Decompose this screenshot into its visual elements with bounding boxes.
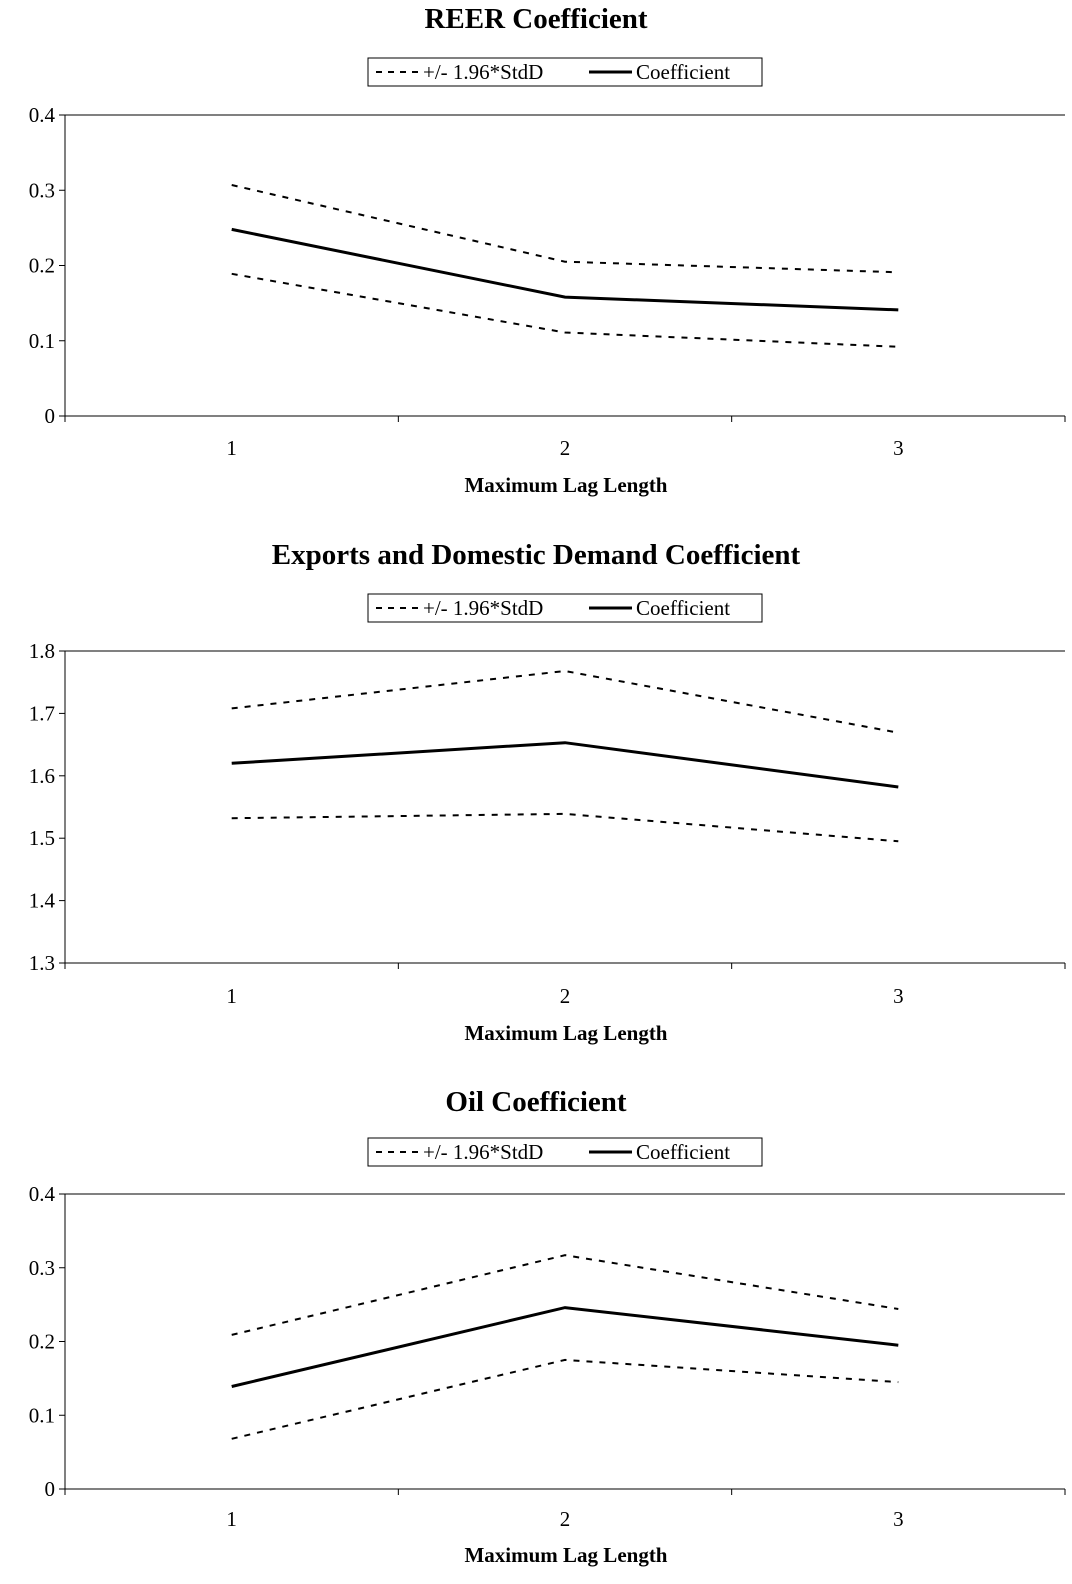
chart-3-y-tick-label: 0.2 — [29, 1330, 55, 1354]
chart-1-x-axis-label: Maximum Lag Length — [464, 473, 667, 497]
chart-3-x-tick-label: 2 — [560, 1507, 571, 1531]
chart-2-upper-band-line — [231, 669, 899, 734]
chart-1-x-tick-label: 2 — [560, 436, 571, 460]
chart-2-title: Exports and Domestic Demand Coefficient — [272, 539, 801, 571]
chart-1-x-tick-label: 1 — [226, 436, 237, 460]
chart-2-y-tick-label: 1.7 — [29, 701, 55, 725]
chart-2-x-axis-label: Maximum Lag Length — [464, 1021, 667, 1045]
chart-3-x-axis-label: Maximum Lag Length — [464, 1543, 667, 1567]
chart-2-legend-label-band: +/- 1.96*StdD — [423, 596, 543, 620]
chart-3-coefficient-line — [231, 1306, 899, 1388]
chart-3-upper-band-line — [231, 1254, 899, 1336]
chart-3-y-tick-label: 0.1 — [29, 1403, 55, 1427]
chart-1-title: REER Coefficient — [424, 3, 647, 35]
chart-2-lower-band-line — [231, 812, 899, 843]
chart-2-y-tick-label: 1.5 — [29, 826, 55, 850]
chart-1-legend-label-coefficient: Coefficient — [636, 60, 730, 84]
chart-2-x-tick-label: 3 — [893, 984, 904, 1008]
chart-3-x-tick-label: 3 — [893, 1507, 904, 1531]
chart-3-y-tick-label: 0.4 — [29, 1182, 56, 1206]
chart-2-coefficient-line — [231, 741, 899, 789]
chart-1-y-tick-label: 0.1 — [29, 329, 55, 353]
chart-3-lower-band-line — [231, 1358, 899, 1440]
chart-3-x-tick-label: 1 — [226, 1507, 237, 1531]
chart-2-y-tick-label: 1.8 — [29, 639, 55, 663]
chart-2-legend-box — [367, 593, 763, 623]
chart-2-y-tick-label: 1.6 — [29, 764, 55, 788]
chart-3-legend-label-band: +/- 1.96*StdD — [423, 1140, 543, 1164]
chart-1-y-tick-label: 0 — [45, 404, 56, 428]
chart-1-legend-box — [367, 57, 763, 87]
chart-1-legend-label-band: +/- 1.96*StdD — [423, 60, 543, 84]
chart-3-legend-label-coefficient: Coefficient — [636, 1140, 730, 1164]
chart-2-x-tick-label: 2 — [560, 984, 571, 1008]
chart-1-y-tick-label: 0.3 — [29, 178, 55, 202]
chart-3-legend-box — [367, 1137, 763, 1167]
chart-1-y-tick-label: 0.2 — [29, 254, 55, 278]
chart-3-y-tick-label: 0.3 — [29, 1256, 55, 1280]
chart-2-y-tick-label: 1.3 — [29, 951, 55, 975]
chart-3-title: Oil Coefficient — [445, 1086, 627, 1118]
chart-2-y-tick-label: 1.4 — [29, 889, 56, 913]
chart-2-legend-label-coefficient: Coefficient — [636, 596, 730, 620]
chart-1-coefficient-line — [231, 227, 899, 312]
chart-2-x-tick-label: 1 — [226, 984, 237, 1008]
chart-1-lower-band-line — [231, 272, 899, 348]
chart-3-y-tick-label: 0 — [45, 1477, 56, 1501]
chart-1-x-tick-label: 3 — [893, 436, 904, 460]
chart-1-y-tick-label: 0.4 — [29, 103, 56, 127]
chart-1-upper-band-line — [231, 184, 899, 274]
